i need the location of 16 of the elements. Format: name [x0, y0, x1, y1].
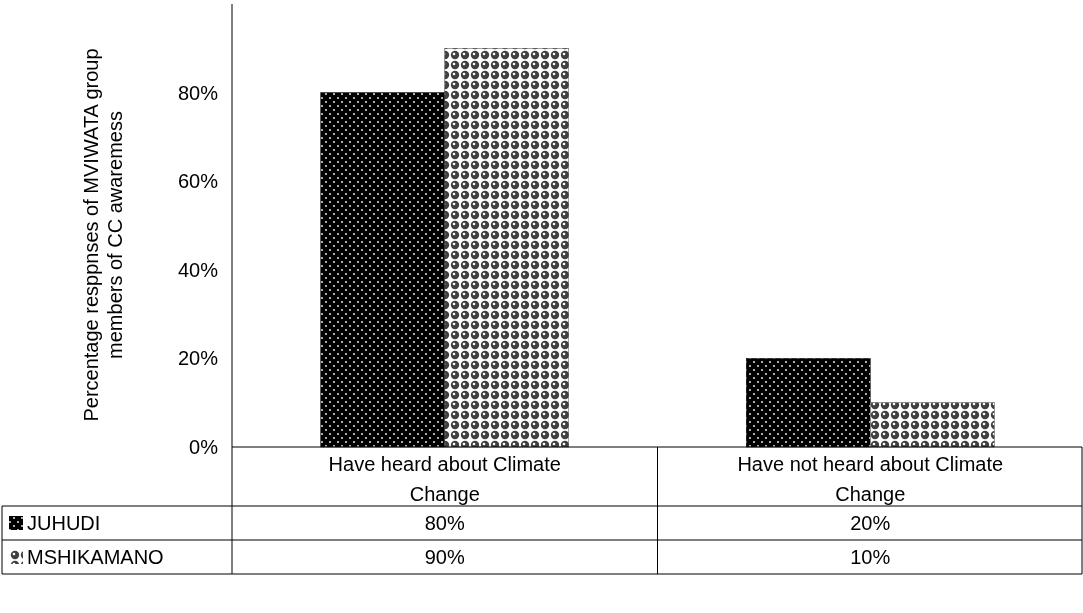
y-tick-label: 40%: [177, 258, 219, 281]
y-tick-label: 20%: [177, 347, 219, 370]
y-tick-label: 60%: [177, 170, 219, 193]
y-tick-label: 0%: [189, 436, 219, 458]
legend-label: JUHUDI: [27, 512, 101, 534]
bar: [444, 48, 569, 448]
data-label: 90%: [424, 546, 465, 568]
y-tick-label: 80%: [177, 81, 219, 104]
data-label: 80%: [424, 512, 465, 534]
y-axis-title: Percentage resppnses of MVIWATA group members of CC awaremess: [80, 48, 126, 422]
data-label: 10%: [850, 546, 891, 568]
x-tick-label: Have not heard about Climate Change: [737, 453, 1004, 505]
x-tick-label: Have heard about Climate Change: [328, 453, 561, 505]
data-label: 20%: [850, 512, 891, 534]
bar: [870, 402, 995, 448]
legend-label: MSHIKAMANO: [27, 546, 164, 568]
